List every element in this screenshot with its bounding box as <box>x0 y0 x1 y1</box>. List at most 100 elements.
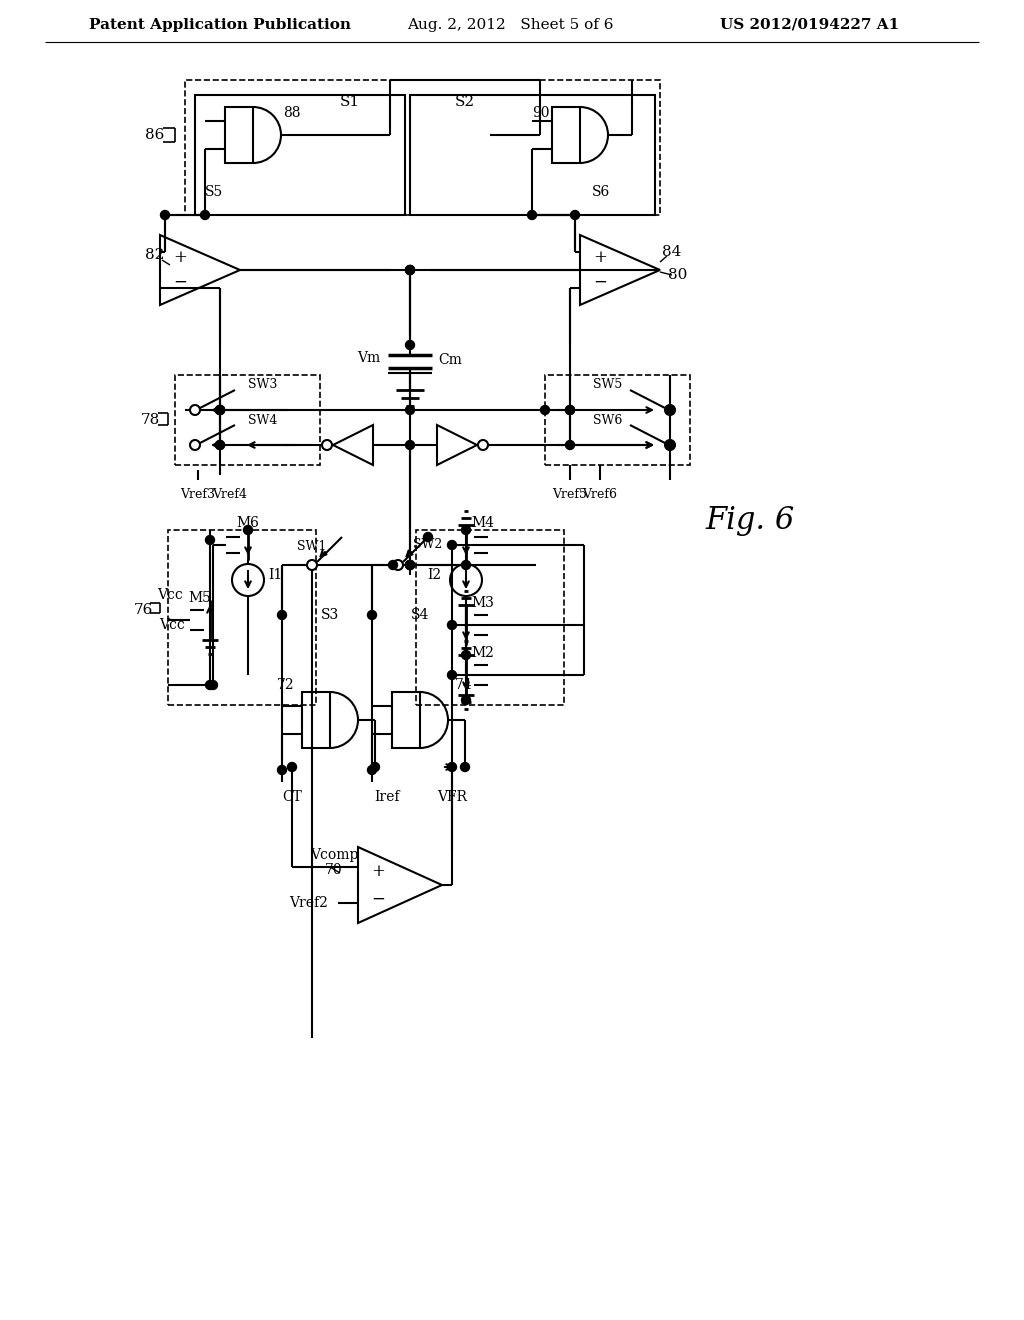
Circle shape <box>478 440 488 450</box>
Text: +: + <box>173 249 187 267</box>
Circle shape <box>666 405 675 414</box>
Circle shape <box>406 561 415 569</box>
Text: I2: I2 <box>427 568 441 582</box>
Circle shape <box>406 265 415 275</box>
Circle shape <box>462 651 470 660</box>
Circle shape <box>393 560 403 570</box>
Circle shape <box>368 610 377 619</box>
Circle shape <box>462 525 470 535</box>
Text: M6: M6 <box>237 516 259 531</box>
Text: S3: S3 <box>321 609 339 622</box>
Text: SW3: SW3 <box>248 379 278 392</box>
Text: Vref3: Vref3 <box>180 488 215 502</box>
Circle shape <box>424 532 432 541</box>
Circle shape <box>215 441 224 450</box>
Circle shape <box>406 405 415 414</box>
Text: Iref: Iref <box>374 789 399 804</box>
Text: −: − <box>593 273 607 290</box>
Bar <box>175 375 319 465</box>
Text: SW5: SW5 <box>593 379 622 392</box>
Circle shape <box>368 766 377 775</box>
Circle shape <box>565 441 574 450</box>
Text: Vref5: Vref5 <box>553 488 588 502</box>
Circle shape <box>462 561 470 569</box>
Circle shape <box>215 405 224 414</box>
Circle shape <box>190 405 200 414</box>
Circle shape <box>406 441 415 450</box>
Text: S2: S2 <box>455 95 475 110</box>
Text: 70: 70 <box>325 863 343 876</box>
Text: Vcc: Vcc <box>160 618 185 632</box>
Circle shape <box>307 560 317 570</box>
Circle shape <box>209 681 217 689</box>
Bar <box>185 81 660 215</box>
Text: US 2012/0194227 A1: US 2012/0194227 A1 <box>720 18 900 32</box>
Text: Patent Application Publication: Patent Application Publication <box>89 18 351 32</box>
Circle shape <box>462 696 470 705</box>
Bar <box>416 531 564 705</box>
Text: 82: 82 <box>145 248 165 261</box>
Text: Aug. 2, 2012   Sheet 5 of 6: Aug. 2, 2012 Sheet 5 of 6 <box>407 18 613 32</box>
Circle shape <box>215 441 224 450</box>
Text: CT: CT <box>282 789 302 804</box>
Text: M2: M2 <box>471 645 494 660</box>
Circle shape <box>406 265 415 275</box>
Circle shape <box>371 763 380 771</box>
Circle shape <box>190 440 200 450</box>
Text: Vm: Vm <box>356 351 380 366</box>
Circle shape <box>447 763 457 771</box>
Circle shape <box>206 681 214 689</box>
Circle shape <box>447 671 457 680</box>
Bar <box>195 95 406 215</box>
Circle shape <box>406 265 415 275</box>
Text: S1: S1 <box>340 95 360 110</box>
Circle shape <box>322 440 332 450</box>
Text: Vcc: Vcc <box>158 587 183 602</box>
Text: −: − <box>371 891 385 908</box>
Text: S5: S5 <box>205 185 223 199</box>
Text: +: + <box>371 862 385 879</box>
Text: Vref4: Vref4 <box>213 488 248 502</box>
Text: 74: 74 <box>455 678 473 692</box>
Text: M4: M4 <box>471 516 494 531</box>
Circle shape <box>215 405 224 414</box>
Circle shape <box>206 536 214 544</box>
Circle shape <box>541 405 550 414</box>
Circle shape <box>215 405 224 414</box>
Circle shape <box>565 405 574 414</box>
Bar <box>410 95 655 215</box>
Circle shape <box>161 210 170 219</box>
Text: Vref2: Vref2 <box>289 896 328 909</box>
Circle shape <box>527 210 537 219</box>
Circle shape <box>447 540 457 549</box>
Text: 90: 90 <box>532 106 550 120</box>
Circle shape <box>666 441 675 450</box>
Bar <box>552 107 580 162</box>
Text: SW1: SW1 <box>297 540 327 553</box>
Text: M5: M5 <box>188 591 211 605</box>
Circle shape <box>406 561 415 569</box>
Text: VFR: VFR <box>437 789 467 804</box>
Circle shape <box>406 341 415 350</box>
Text: SW6: SW6 <box>593 413 622 426</box>
Text: SW4: SW4 <box>248 413 278 426</box>
Circle shape <box>244 525 253 535</box>
Text: 72: 72 <box>278 678 295 692</box>
Text: Vcomp: Vcomp <box>310 847 358 862</box>
Bar <box>392 692 420 748</box>
Text: 80: 80 <box>669 268 688 282</box>
Text: 84: 84 <box>663 246 682 259</box>
Bar <box>302 692 330 748</box>
Circle shape <box>570 210 580 219</box>
Circle shape <box>461 763 469 771</box>
Circle shape <box>406 561 415 569</box>
Text: I1: I1 <box>268 568 283 582</box>
Circle shape <box>665 405 675 414</box>
Text: S4: S4 <box>411 609 429 622</box>
Text: 88: 88 <box>283 106 300 120</box>
Text: SW2: SW2 <box>414 539 442 552</box>
Text: +: + <box>593 249 607 267</box>
Circle shape <box>215 405 224 414</box>
Text: 86: 86 <box>145 128 165 143</box>
Text: S6: S6 <box>592 185 610 199</box>
